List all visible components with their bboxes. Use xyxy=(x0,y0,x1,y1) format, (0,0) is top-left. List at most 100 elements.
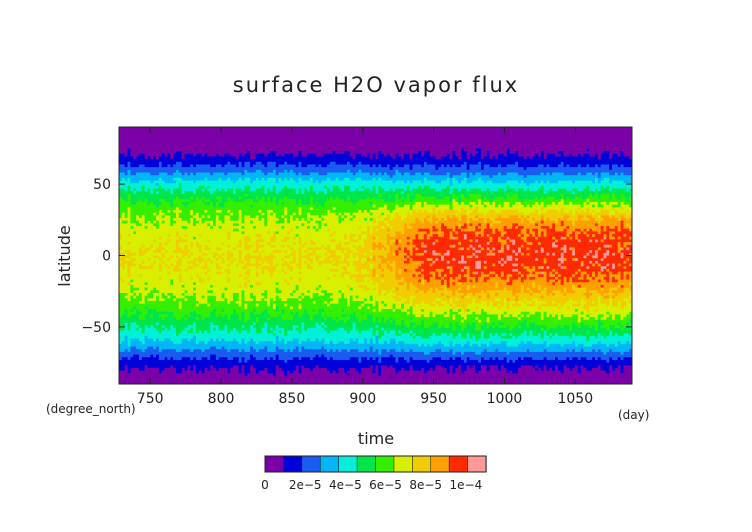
heatmap-cell xyxy=(247,209,251,214)
heatmap-cell xyxy=(210,362,214,366)
heatmap-cell xyxy=(241,151,245,155)
heatmap-cell xyxy=(153,161,157,165)
heatmap-cell xyxy=(187,209,191,214)
heatmap-cell xyxy=(178,365,183,369)
heatmap-cell xyxy=(147,284,151,289)
heatmap-cell xyxy=(158,276,163,280)
heatmap-cell xyxy=(184,183,188,187)
heatmap-cell xyxy=(207,290,211,294)
heatmap-cell xyxy=(215,335,220,339)
heatmap-cell xyxy=(178,349,183,353)
heatmap-cell xyxy=(178,268,183,272)
heatmap-cell xyxy=(170,218,174,222)
heatmap-cell xyxy=(187,127,191,131)
heatmap-cell xyxy=(119,231,123,235)
heatmap-cell xyxy=(150,177,154,181)
heatmap-cell xyxy=(156,338,160,342)
heatmap-cell xyxy=(178,236,183,240)
heatmap-cell xyxy=(218,258,222,262)
heatmap-cell xyxy=(193,247,197,251)
heatmap-cell xyxy=(258,204,262,208)
heatmap-cell xyxy=(130,153,134,157)
heatmap-cell xyxy=(193,330,197,334)
heatmap-cell xyxy=(147,359,151,363)
heatmap-cell xyxy=(247,271,251,275)
heatmap-cell xyxy=(144,303,148,307)
heatmap-cell xyxy=(247,135,251,139)
heatmap-cell xyxy=(235,164,240,168)
heatmap-cell xyxy=(190,370,194,374)
heatmap-cell xyxy=(187,177,191,181)
heatmap-cell xyxy=(153,215,157,219)
heatmap-cell xyxy=(187,373,191,377)
heatmap-cell xyxy=(138,373,143,377)
heatmap-cell xyxy=(198,180,203,184)
heatmap-cell xyxy=(124,228,128,232)
heatmap-cell xyxy=(238,271,242,275)
heatmap-cell xyxy=(210,185,214,189)
heatmap-cell xyxy=(176,191,180,195)
heatmap-cell xyxy=(227,373,231,377)
heatmap-cell xyxy=(193,287,197,291)
heatmap-cell xyxy=(213,191,217,195)
heatmap-cell xyxy=(144,137,148,141)
heatmap-cell xyxy=(198,295,203,299)
heatmap-cell xyxy=(184,373,188,377)
heatmap-cell xyxy=(173,335,177,339)
heatmap-cell xyxy=(119,167,123,171)
heatmap-cell xyxy=(150,151,154,155)
heatmap-cell xyxy=(244,322,248,326)
heatmap-cell xyxy=(184,322,188,326)
heatmap-cell xyxy=(261,263,265,267)
heatmap-cell xyxy=(136,276,140,280)
heatmap-cell xyxy=(127,319,131,323)
heatmap-cell xyxy=(119,349,123,353)
heatmap-cell xyxy=(138,244,143,248)
heatmap-cell xyxy=(158,367,163,372)
heatmap-cell xyxy=(167,143,171,147)
heatmap-cell xyxy=(167,207,171,211)
heatmap-cell xyxy=(215,378,220,382)
heatmap-cell xyxy=(241,260,245,264)
heatmap-cell xyxy=(119,303,123,307)
heatmap-cell xyxy=(156,175,160,179)
heatmap-cell xyxy=(230,252,234,256)
heatmap-cell xyxy=(178,303,183,307)
heatmap-cell xyxy=(164,367,168,372)
heatmap-cell xyxy=(167,151,171,155)
heatmap-cell xyxy=(233,343,237,347)
heatmap-cell xyxy=(204,175,208,179)
heatmap-cell xyxy=(158,325,163,329)
heatmap-cell xyxy=(181,381,185,385)
heatmap-cell xyxy=(198,247,203,251)
heatmap-cell xyxy=(198,250,203,254)
heatmap-cell xyxy=(150,298,154,302)
heatmap-cell xyxy=(147,220,151,224)
heatmap-cell xyxy=(250,188,254,192)
heatmap-cell xyxy=(190,250,194,254)
heatmap-cell xyxy=(264,357,268,361)
heatmap-cell xyxy=(190,311,194,315)
heatmap-cell xyxy=(221,327,225,331)
heatmap-cell xyxy=(161,185,165,189)
heatmap-cell xyxy=(247,319,251,323)
heatmap-cell xyxy=(150,309,154,313)
heatmap-cell xyxy=(244,351,248,355)
heatmap-cell xyxy=(178,343,183,347)
heatmap-cell xyxy=(187,140,191,144)
heatmap-cell xyxy=(181,231,185,235)
heatmap-cell xyxy=(230,226,234,230)
heatmap-cell xyxy=(141,140,146,144)
heatmap-cell xyxy=(124,223,128,227)
heatmap-cell xyxy=(181,247,185,251)
heatmap-cell xyxy=(195,274,200,278)
heatmap-cell xyxy=(213,351,217,355)
heatmap-cell xyxy=(127,282,131,286)
heatmap-cell xyxy=(227,244,231,248)
heatmap-cell xyxy=(167,196,171,200)
heatmap-cell xyxy=(138,247,143,251)
heatmap-cell xyxy=(235,244,240,248)
heatmap-cell xyxy=(213,276,217,280)
heatmap-cell xyxy=(173,207,177,211)
heatmap-cell xyxy=(255,226,260,230)
